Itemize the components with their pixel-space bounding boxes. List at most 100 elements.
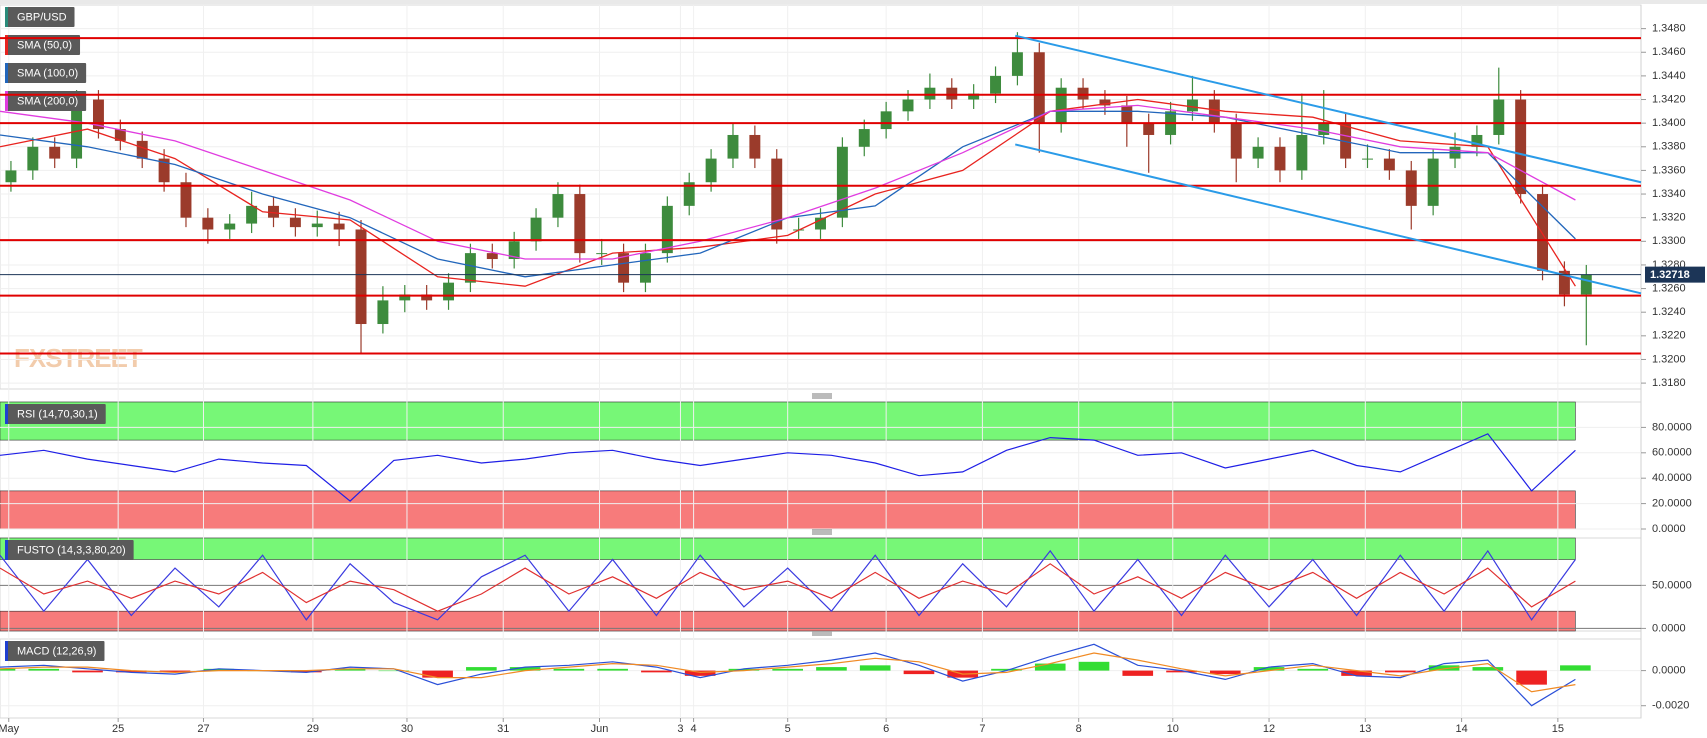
candle-body [486,253,498,260]
histogram-bar [509,667,541,671]
label-box [5,35,81,55]
x-tick-label: 29 [307,723,319,735]
candle-body [990,75,1002,94]
candle-body [180,182,192,218]
y-tick-label: 1.3320 [1652,212,1686,224]
candle-body [443,282,455,301]
candle-body [268,205,279,218]
histogram-bar [641,670,672,673]
y-tick-label: 1.3260 [1652,282,1686,294]
y-tick-label: 40.0000 [1652,472,1692,484]
candle-body [639,253,651,283]
candle-body [1405,170,1417,206]
candle-body [683,182,695,206]
trend-line [1015,143,1642,295]
candle-body [1471,134,1483,147]
panel-label: SMA (50,0) [5,35,81,55]
histogram-bar [553,668,585,671]
y-tick-label: 0.0000 [1652,622,1686,634]
candle-body [1340,123,1352,159]
candle-body [880,111,892,130]
label-edge [5,540,8,560]
y-tick-label: 1.3380 [1652,141,1686,153]
candle-body [1055,87,1067,124]
y-tick-label: 1.3360 [1652,164,1686,176]
candle-body [1296,134,1308,171]
label-box [5,540,134,560]
x-tick-label: 10 [1167,723,1179,735]
candle-body [27,146,39,171]
label-text: RSI (14,70,30,1) [17,408,98,420]
candle-body [1099,99,1111,106]
candle-body [71,99,83,159]
y-tick-label: -0.0020 [1652,700,1689,712]
label-box [5,404,106,424]
series-line [0,563,1576,612]
y-tick-label: 50.0000 [1652,579,1692,591]
histogram-bar [684,670,716,676]
backgrounds: FXSTREET [0,0,1707,719]
candle-body [705,158,717,183]
candle-body [924,87,936,100]
candle-body [1537,194,1549,271]
histogram-bar [816,667,847,671]
x-tick-label: 15 [1552,723,1564,735]
candle-body [289,217,301,228]
overlays: 1.31801.32001.32201.32401.32601.32801.33… [0,7,1705,735]
candle-body [1362,158,1373,160]
candle-body [1558,270,1570,295]
histogram-bar [115,670,147,673]
watermark: FXSTREET [14,343,143,373]
label-text: SMA (100,0) [17,67,78,79]
candle-body [727,134,739,159]
label-box [5,63,87,83]
x-tick-label: 8 [1076,723,1082,735]
panel-label: SMA (100,0) [5,63,87,83]
x-tick-label: 3 [677,723,683,735]
histogram-bar [1516,670,1547,685]
y-tick-label: 1.3300 [1652,235,1686,247]
label-edge [5,404,8,424]
candle-body [114,129,126,141]
label-box [5,7,75,27]
x-tick-label: 4 [691,723,697,735]
candle-body [49,146,61,159]
candle-body [377,300,389,325]
y-tick-label: 1.3460 [1652,46,1686,58]
x-tick-label: 27 [197,723,209,735]
histogram-bar [1341,670,1372,676]
last-price-label: 1.32718 [1650,269,1690,281]
candle-body [1230,123,1242,159]
candle-body [355,229,367,325]
candle-body [858,129,870,147]
x-tick-label: May [0,723,20,735]
series-line [0,549,1576,621]
candle-body [1493,99,1505,135]
candle-body [158,158,170,183]
histogram-bar [991,668,1022,671]
candle-body [1077,87,1089,100]
candle-body [1252,146,1264,159]
candle-body [574,194,586,254]
panel-label: RSI (14,70,30,1) [5,404,106,424]
x-tick-label: 12 [1263,723,1275,735]
histogram-bar [903,670,935,675]
candle-body [1274,146,1286,171]
x-tick-label: 30 [401,723,413,735]
histogram-bar [0,668,16,671]
x-tick-label: 14 [1455,723,1467,735]
x-tick-label: Jun [591,723,609,735]
candle-body [968,93,980,100]
histogram-bar [291,670,322,673]
y-tick-label: 60.0000 [1652,447,1692,459]
candle-body [1427,158,1439,206]
series-line [0,104,1576,260]
x-tick-label: 31 [497,723,509,735]
panel-background [0,638,1642,719]
candle-body [815,217,826,230]
y-tick-label: 1.3200 [1652,353,1686,365]
candle-body [1033,52,1045,124]
data [0,32,1592,707]
histogram-bar [728,668,760,671]
